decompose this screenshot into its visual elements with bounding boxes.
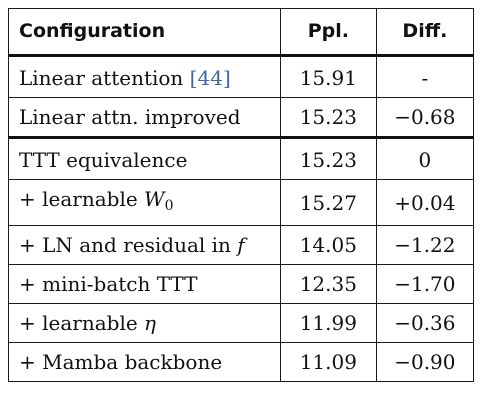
diff-cell: −0.90: [375, 342, 475, 382]
math-symbol: f: [237, 233, 245, 257]
ppl-cell: 15.23: [279, 97, 377, 138]
table-row: + mini-batch TTT 12.35 −1.70: [8, 264, 475, 304]
math-subscript: 0: [164, 198, 174, 214]
diff-cell: -: [375, 54, 475, 98]
diff-cell: +0.04: [375, 179, 475, 226]
config-cell: + learnable W0: [8, 179, 281, 226]
ppl-cell: 12.35: [279, 264, 377, 304]
ppl-cell: 15.27: [279, 179, 377, 226]
table-row: + learnable W0 15.27 +0.04: [8, 179, 475, 226]
diff-cell: 0: [375, 136, 475, 180]
config-cell: + learnable η: [8, 303, 281, 343]
config-cell: TTT equivalence: [8, 136, 281, 180]
config-text: + learnable: [19, 187, 145, 211]
table-row: + Mamba backbone 11.09 −0.90: [8, 342, 475, 382]
table-row: TTT equivalence 15.23 0: [8, 136, 475, 180]
table-row: + learnable η 11.99 −0.36: [8, 303, 475, 343]
diff-cell: −1.22: [375, 225, 475, 265]
table-row: Linear attn. improved 15.23 −0.68: [8, 97, 475, 138]
table-row: Linear attention [44] 15.91 -: [8, 54, 475, 98]
ablation-table: Configuration Ppl. Diff. Linear attentio…: [8, 8, 475, 382]
diff-cell: −0.36: [375, 303, 475, 343]
math-symbol: W: [144, 187, 165, 211]
header-diff: Diff.: [375, 8, 475, 56]
config-cell: + mini-batch TTT: [8, 264, 281, 304]
ppl-cell: 11.09: [279, 342, 377, 382]
citation-link[interactable]: [44]: [189, 66, 231, 90]
header-row: Configuration Ppl. Diff.: [8, 8, 475, 56]
config-text: Linear attention: [19, 66, 190, 90]
math-symbol: η: [144, 311, 157, 335]
diff-cell: −0.68: [375, 97, 475, 138]
header-ppl: Ppl.: [279, 8, 377, 56]
ppl-cell: 14.05: [279, 225, 377, 265]
table-row: + LN and residual in f 14.05 −1.22: [8, 225, 475, 265]
diff-cell: −1.70: [375, 264, 475, 304]
ppl-cell: 15.91: [279, 54, 377, 98]
ppl-cell: 11.99: [279, 303, 377, 343]
config-cell: Linear attention [44]: [8, 54, 281, 98]
config-cell: + LN and residual in f: [8, 225, 281, 265]
ppl-cell: 15.23: [279, 136, 377, 180]
config-cell: + Mamba backbone: [8, 342, 281, 382]
config-text: + LN and residual in: [19, 233, 238, 257]
config-text: + learnable: [19, 311, 145, 335]
config-cell: Linear attn. improved: [8, 97, 281, 138]
header-configuration: Configuration: [8, 8, 281, 56]
